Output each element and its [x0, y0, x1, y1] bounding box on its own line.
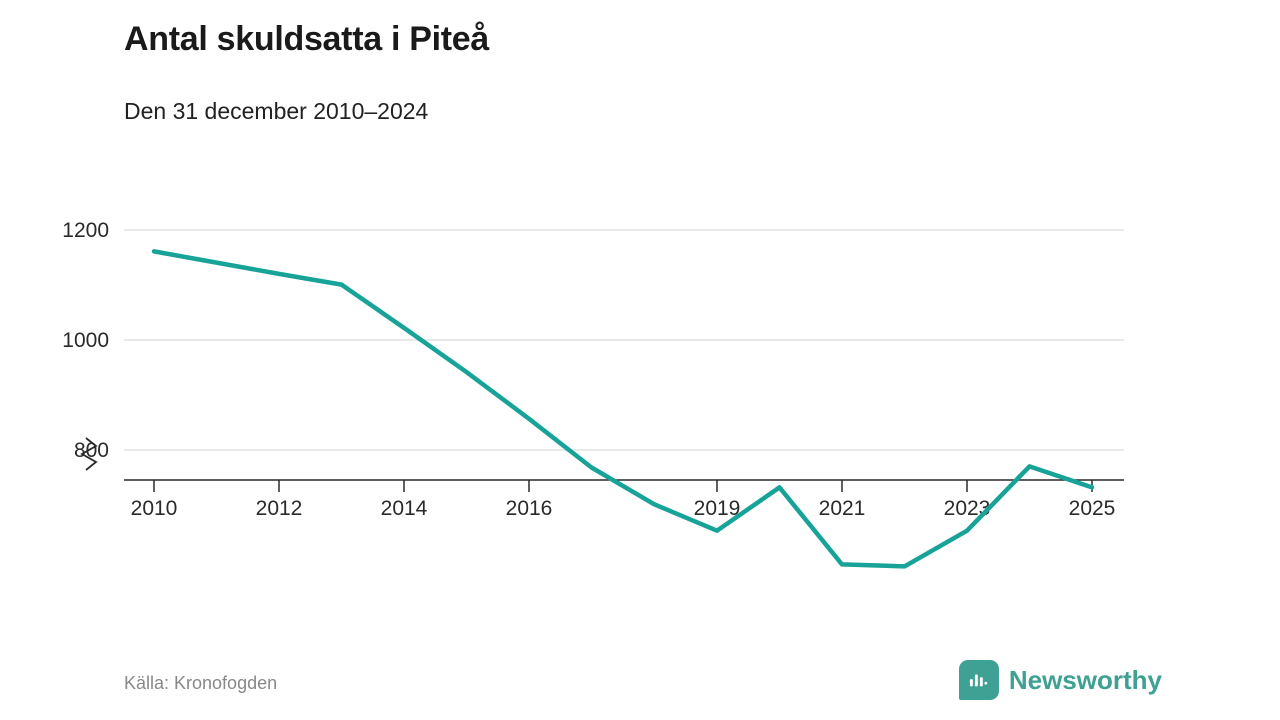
newsworthy-logo[interactable]: Newsworthy: [959, 660, 1162, 700]
source-label: Källa: Kronofogden: [124, 673, 277, 694]
xtick-2021: 2021: [819, 497, 866, 520]
xtick-2012: 2012: [256, 497, 303, 520]
line-chart-svg[interactable]: 1200 1000 800 2010 2012 2014 2016 2019 2…: [124, 200, 1124, 560]
ytick-1000: 1000: [62, 329, 109, 352]
chart-title: Antal skuldsatta i Piteå: [124, 20, 489, 59]
chart-subtitle: Den 31 december 2010–2024: [124, 98, 428, 125]
bar-chart-icon: [968, 670, 990, 690]
xtick-2010: 2010: [131, 497, 178, 520]
xtick-2019: 2019: [694, 497, 741, 520]
chart-plot-area: 1200 1000 800 2010 2012 2014 2016 2019 2…: [124, 200, 1124, 560]
xtick-2025: 2025: [1069, 497, 1116, 520]
ytick-1200: 1200: [62, 219, 109, 242]
logo-badge-icon: [959, 660, 999, 700]
newsworthy-logo-text: Newsworthy: [1009, 665, 1162, 696]
xtick-2014: 2014: [381, 497, 428, 520]
xtick-2016: 2016: [506, 497, 553, 520]
chart-page: Antal skuldsatta i Piteå Den 31 december…: [0, 0, 1280, 720]
